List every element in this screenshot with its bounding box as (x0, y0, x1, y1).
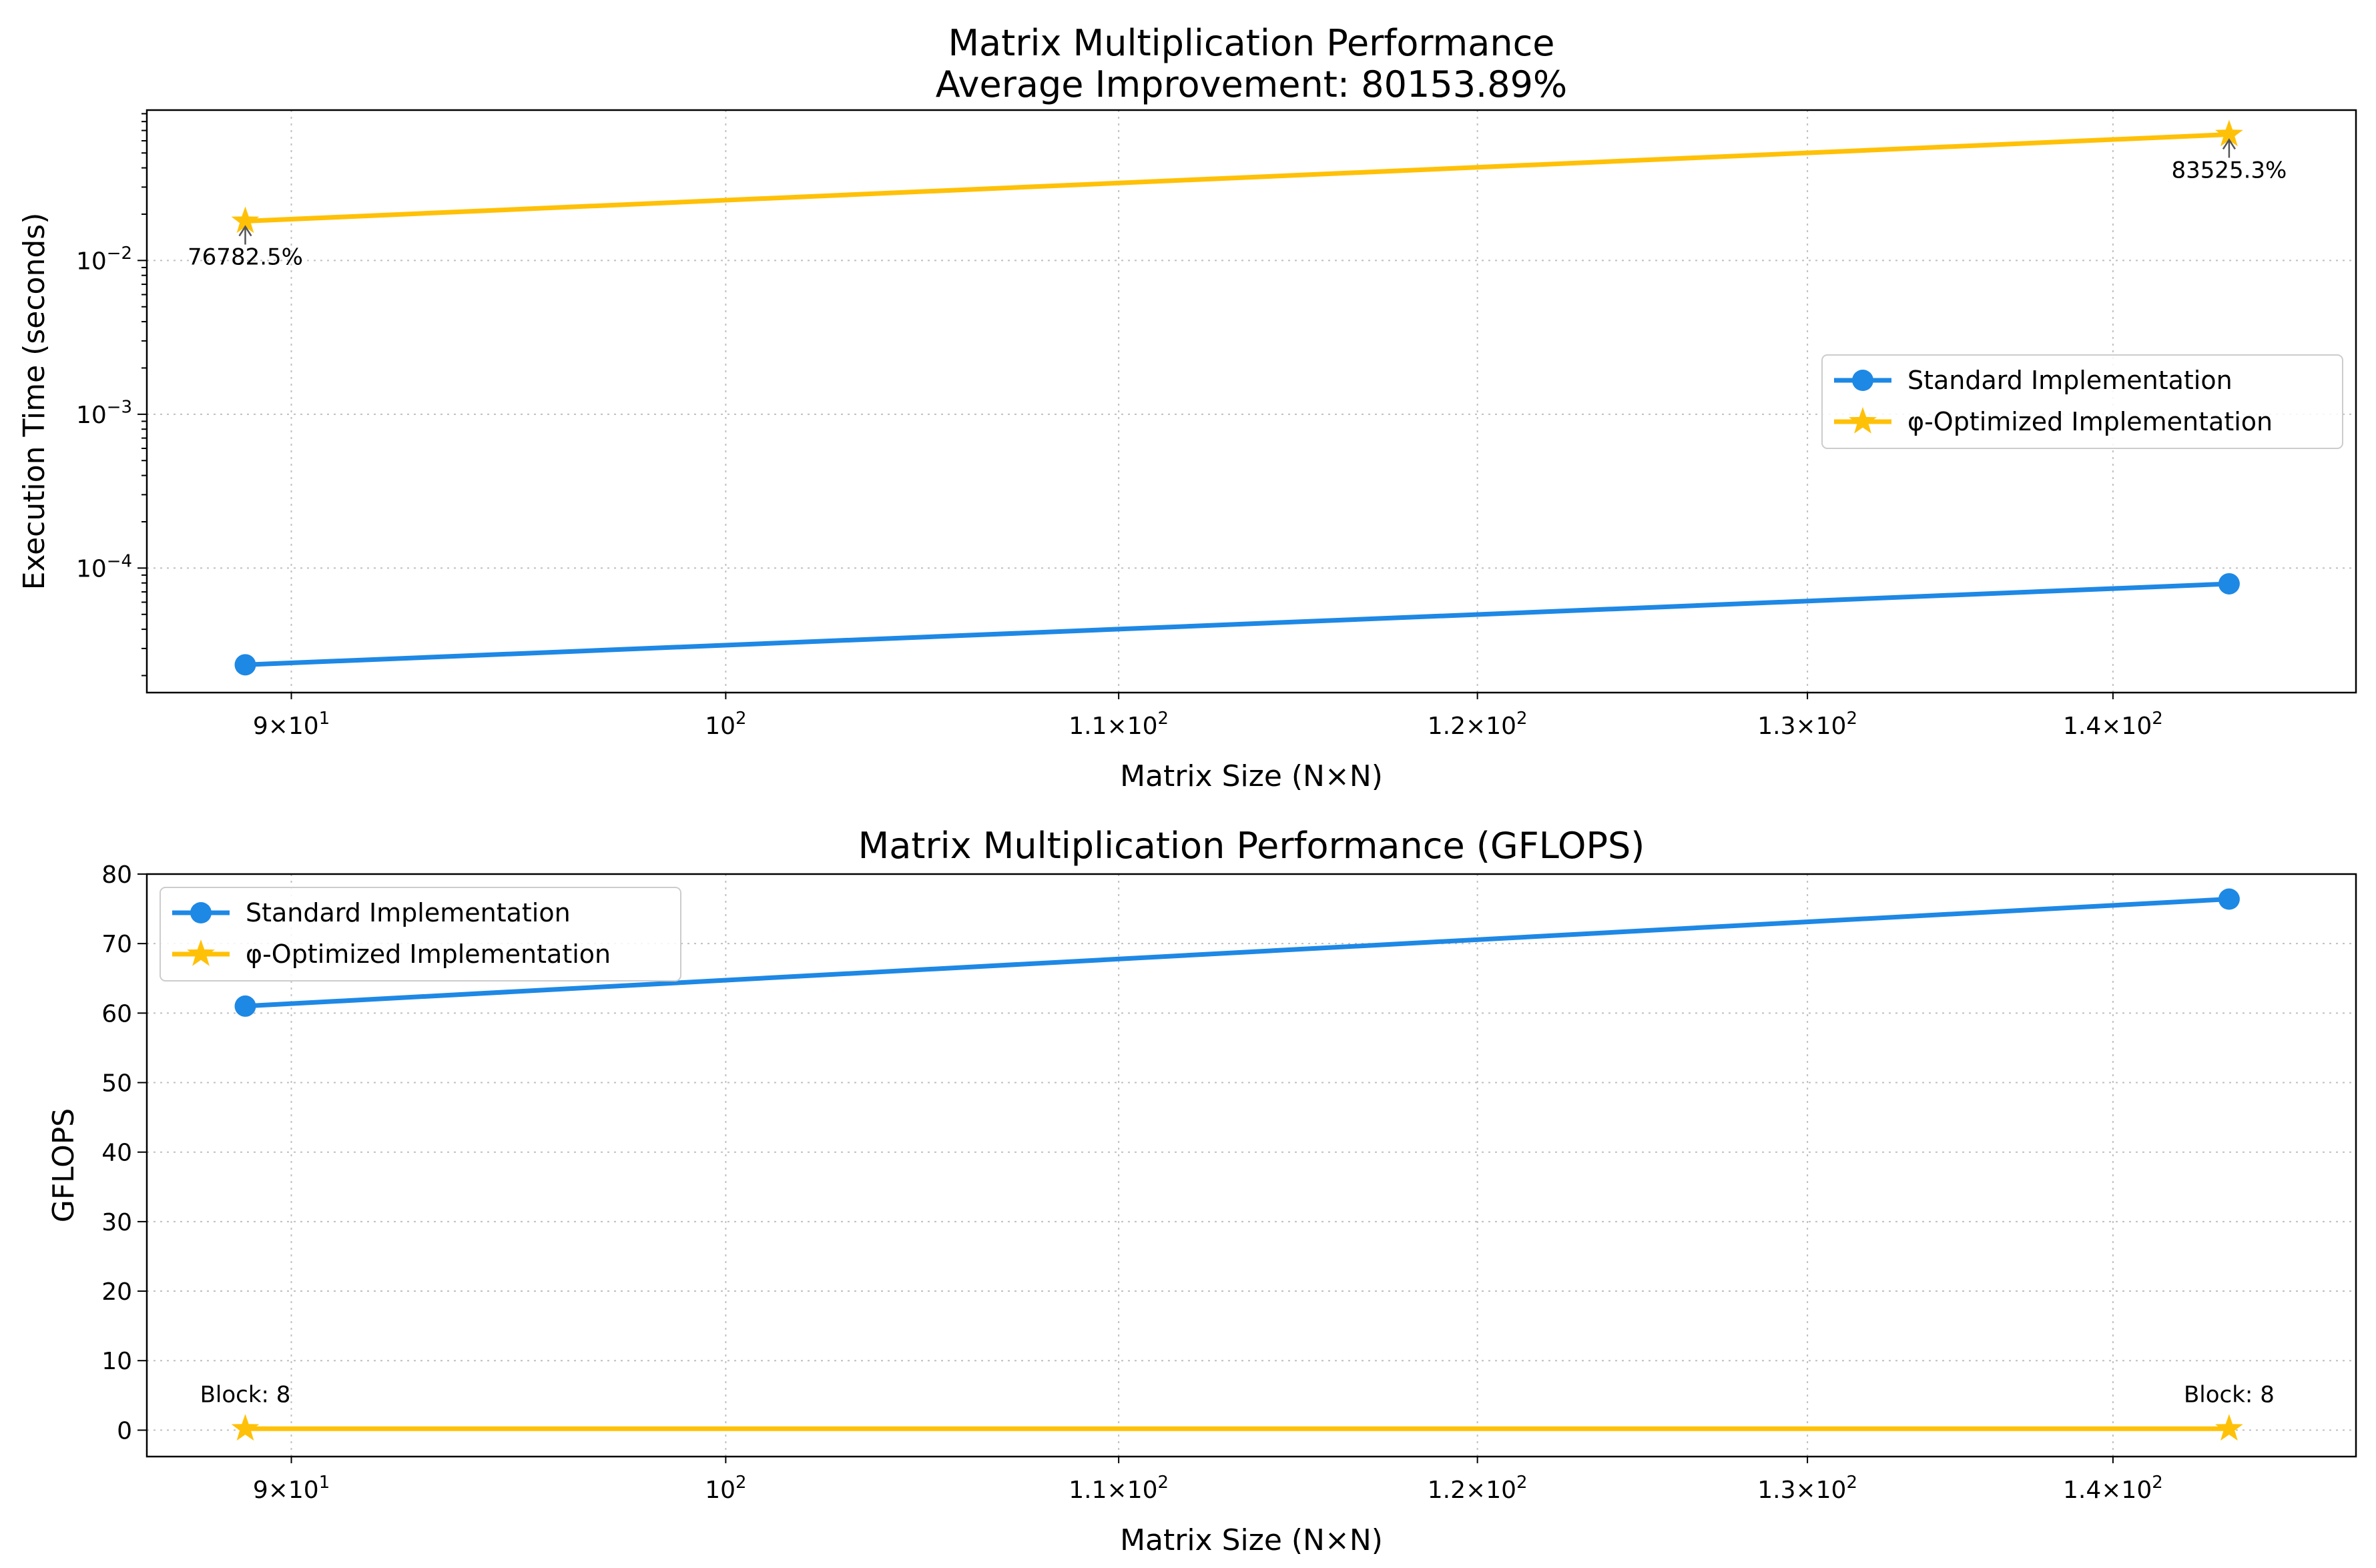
x-tick-label: 1.4×102 (2063, 1473, 2163, 1504)
x-tick-label: 1.1×102 (1069, 1473, 1169, 1504)
x-tick-label: 1.3×102 (1757, 1473, 1857, 1504)
execution-time-chart: 9×101 102 1.1×102 1.2×102 1.3×102 1.4×102 10−4… (17, 22, 2357, 793)
series-line-standard (245, 897, 2230, 1009)
improvement-annotation: 83525.3% (2171, 157, 2287, 183)
legend-marker-standard (1852, 370, 1873, 391)
standard-data-point (2218, 572, 2240, 595)
x-tick-label: 1.1×102 (1069, 709, 1169, 740)
y-tick-label: 40 (101, 1140, 132, 1167)
standard-data-point (234, 654, 256, 676)
y-tick-label: 20 (101, 1278, 132, 1306)
y-tick-label: 10−2 (76, 244, 132, 275)
chart-subtitle: Average Improvement: 80153.89% (936, 63, 1568, 105)
optimized-data-point (231, 1414, 260, 1441)
y-tick-label: 60 (101, 1000, 132, 1028)
improvement-annotation: 76782.5% (188, 244, 303, 271)
annotation-arrowhead (238, 225, 252, 237)
series-line-optimized (245, 132, 2230, 224)
legend-label-optimized: φ-Optimized Implementation (246, 939, 611, 969)
y-tick-label: 10−3 (76, 398, 132, 429)
legend-marker-optimized (187, 939, 215, 966)
standard-data-point (234, 995, 256, 1017)
legend-label-optimized: φ-Optimized Implementation (1907, 407, 2273, 436)
y-tick-label: 10−4 (76, 551, 132, 582)
x-tick-label: 9×101 (253, 709, 330, 740)
legend: Standard Implementation φ-Optimized Imple… (160, 887, 681, 982)
optimized-data-point (2215, 1414, 2243, 1441)
plot-frame (145, 873, 2357, 1458)
gflops-chart: 9×101 102 1.1×102 1.2×102 1.3×102 1.4×102 0 10 2… (47, 825, 2357, 1557)
plot-frame (145, 109, 2357, 694)
annotation-arrowhead (2222, 138, 2236, 150)
legend-box (160, 887, 681, 982)
y-tick-label: 80 (101, 861, 132, 889)
legend-box (1821, 354, 2343, 449)
x-tick-label: 1.3×102 (1757, 709, 1857, 740)
legend-label-standard: Standard Implementation (1907, 366, 2233, 395)
y-axis-label: GFLOPS (47, 1108, 81, 1222)
y-axis-label: Execution Time (seconds) (17, 213, 51, 591)
x-tick-label: 102 (705, 709, 746, 740)
x-tick-label: 1.2×102 (1428, 709, 1528, 740)
x-tick-label: 102 (705, 1473, 746, 1504)
x-axis-label: Matrix Size (N×N) (1120, 1523, 1383, 1557)
legend-marker-optimized (1849, 407, 1877, 434)
x-tick-label: 9×101 (253, 1473, 330, 1504)
legend-label-standard: Standard Implementation (246, 898, 571, 927)
series-line-standard (245, 581, 2230, 667)
block-size-annotation: Block: 8 (200, 1381, 291, 1408)
y-tick-label: 0 (117, 1417, 132, 1445)
y-tick-label: 50 (101, 1070, 132, 1098)
x-tick-label: 1.2×102 (1428, 1473, 1528, 1504)
standard-data-point (2218, 888, 2240, 910)
y-tick-label: 70 (101, 931, 132, 958)
x-tick-label: 1.4×102 (2063, 709, 2163, 740)
chart-title: Matrix Multiplication Performance (948, 22, 1554, 64)
y-tick-label: 10 (101, 1348, 132, 1375)
optimized-data-point (2215, 119, 2243, 147)
legend: Standard Implementation φ-Optimized Imple… (1821, 354, 2343, 449)
optimized-data-point (231, 206, 260, 234)
chart-title: Matrix Multiplication Performance (GFLOP… (858, 825, 1645, 867)
y-tick-label: 30 (101, 1209, 132, 1236)
legend-marker-standard (190, 902, 212, 923)
x-axis-label: Matrix Size (N×N) (1120, 759, 1383, 793)
block-size-annotation: Block: 8 (2184, 1381, 2275, 1408)
